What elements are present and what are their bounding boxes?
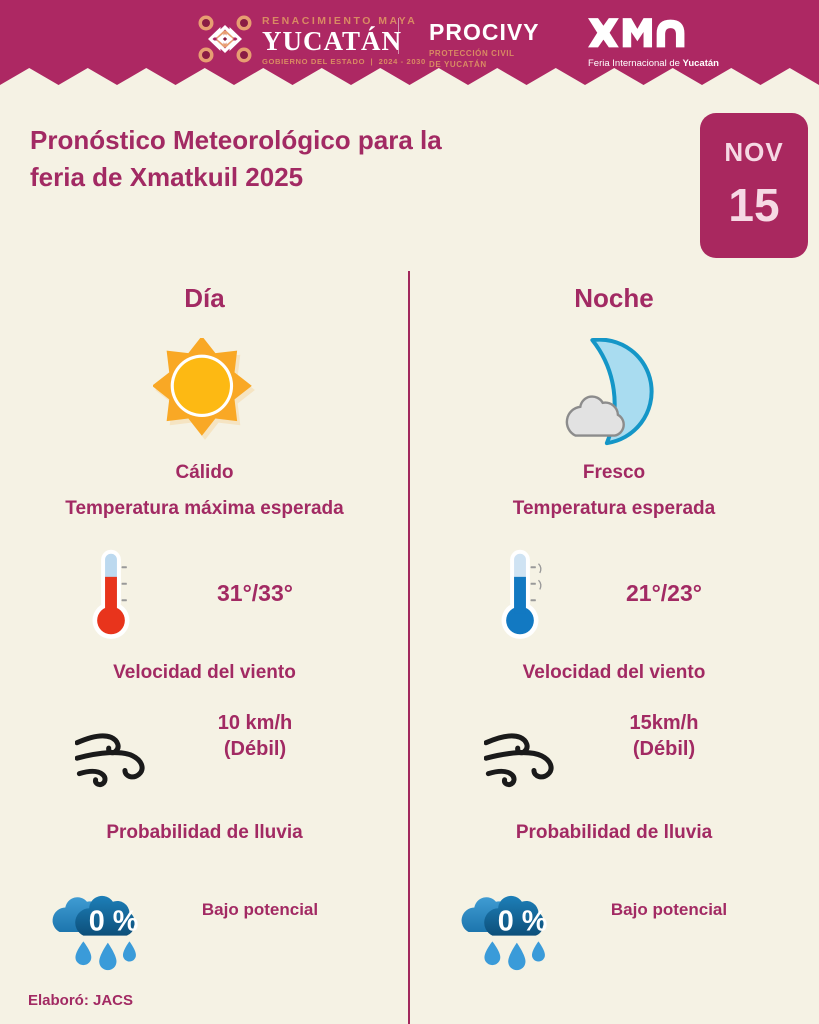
svg-text:0 %: 0 % [89,906,139,938]
svg-text:0 %: 0 % [498,906,548,938]
